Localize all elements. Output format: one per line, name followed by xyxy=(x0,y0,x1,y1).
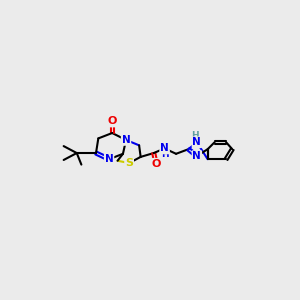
Text: N: N xyxy=(160,143,169,153)
Text: O: O xyxy=(107,116,117,127)
Text: O: O xyxy=(152,159,161,169)
Text: S: S xyxy=(125,158,133,168)
Text: N: N xyxy=(105,154,113,164)
Text: H: H xyxy=(161,150,169,159)
Text: N: N xyxy=(193,137,201,147)
Text: N: N xyxy=(193,151,201,161)
Text: N: N xyxy=(122,135,130,145)
Text: H: H xyxy=(191,131,198,140)
